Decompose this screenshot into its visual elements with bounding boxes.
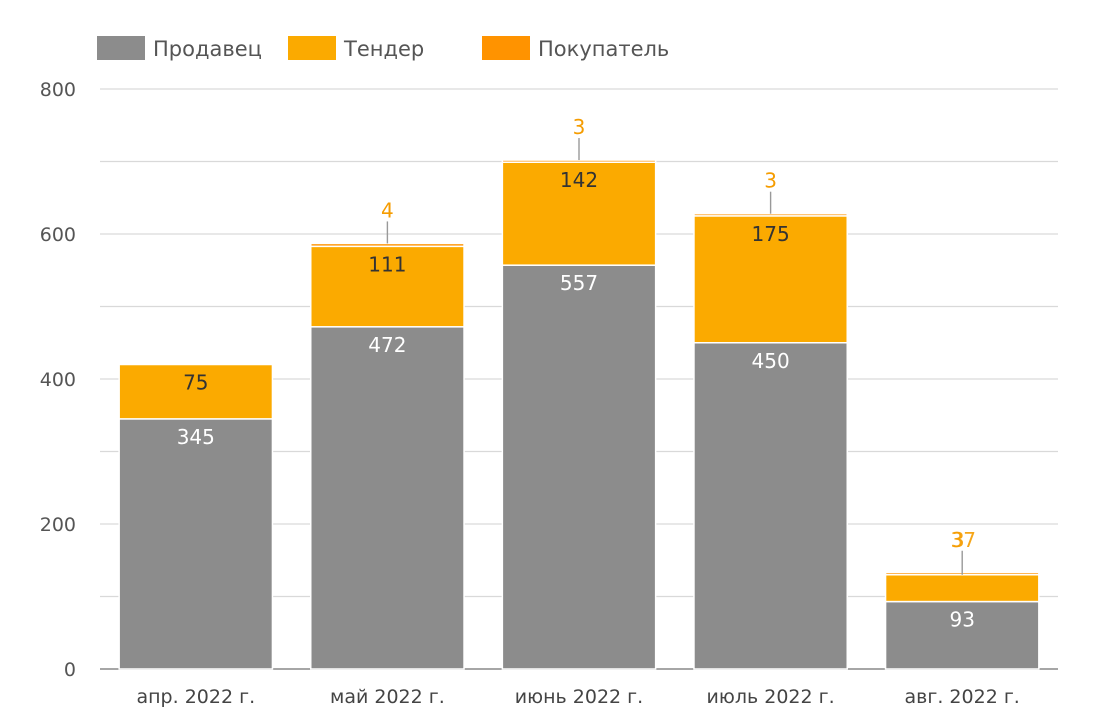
bar-segment: [693, 212, 848, 217]
bar-segment: [501, 159, 657, 163]
bar-segment: [310, 326, 465, 670]
data-label: 37: [950, 528, 975, 552]
legend-label: Продавец: [153, 37, 262, 61]
legend-label: Тендер: [343, 37, 424, 61]
bar-segment: [693, 342, 848, 670]
data-label: 3: [573, 115, 586, 139]
legend: Продавец Тендер Покупатель: [97, 36, 669, 61]
data-label: 3: [764, 169, 777, 193]
data-label: 111: [368, 252, 406, 276]
x-tick-label: июль 2022 г.: [707, 686, 835, 708]
legend-swatch: [288, 36, 336, 60]
x-tick-label: июнь 2022 г.: [515, 686, 643, 708]
legend-swatch: [97, 36, 145, 60]
bar-segment: [693, 215, 848, 344]
data-label: 93: [949, 608, 974, 632]
bar-segment: [501, 161, 657, 266]
data-label: 3: [952, 528, 965, 552]
data-label: 4: [381, 198, 394, 222]
y-tick-label: 800: [40, 79, 76, 101]
bar-segment: [310, 245, 465, 328]
bar-segment: [501, 264, 657, 670]
y-tick-label: 200: [40, 514, 76, 536]
data-label: 142: [560, 168, 598, 192]
bar-segment: [310, 242, 465, 248]
data-label: 557: [560, 271, 598, 295]
y-tick-label: 0: [64, 659, 76, 681]
x-tick-label: апр. 2022 г.: [136, 686, 255, 708]
x-tick-label: май 2022 г.: [330, 686, 445, 708]
x-axis: апр. 2022 г. май 2022 г. июнь 2022 г. июль …: [136, 686, 1019, 708]
legend-label: Покупатель: [538, 37, 669, 61]
data-label: 472: [368, 333, 406, 357]
data-label: 75: [183, 371, 208, 395]
bar-segment: [884, 600, 1040, 670]
data-label: 345: [177, 425, 215, 449]
data-label: 450: [752, 349, 790, 373]
bar-segment: [884, 574, 1040, 603]
y-tick-label: 400: [40, 369, 76, 391]
y-axis: 0 200 400 600 800: [40, 79, 76, 681]
data-label: 175: [752, 222, 790, 246]
bar-segment: [118, 418, 274, 670]
y-tick-label: 600: [40, 224, 76, 246]
legend-swatch: [482, 36, 530, 60]
bar-segment: [118, 363, 274, 420]
x-tick-label: авг. 2022 г.: [905, 686, 1020, 708]
bars: [118, 159, 1040, 670]
